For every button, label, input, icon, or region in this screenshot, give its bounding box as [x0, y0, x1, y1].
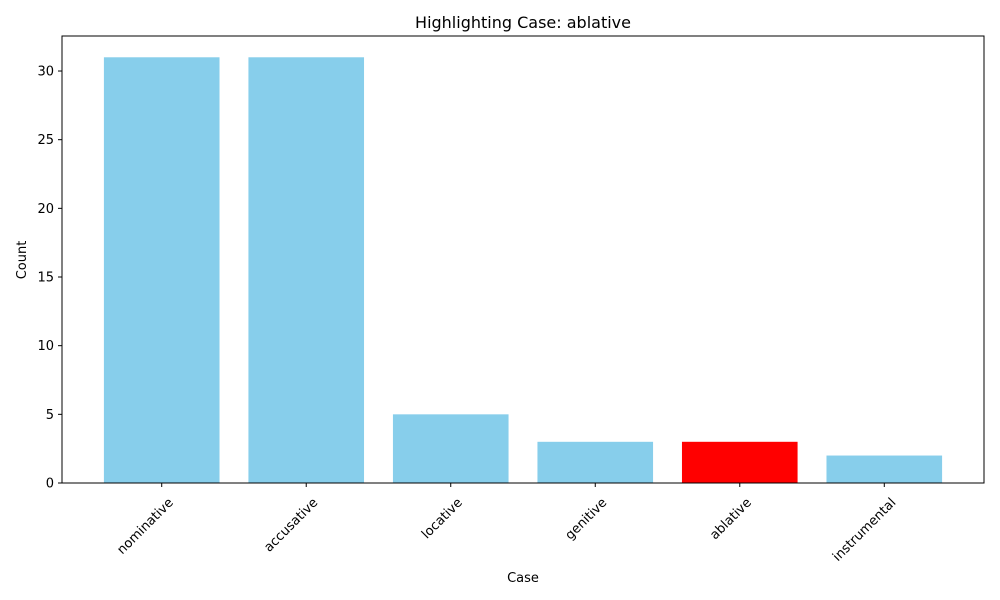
- bar-locative: [393, 414, 509, 483]
- bar-genitive: [537, 442, 653, 483]
- y-tick-label: 20: [37, 202, 54, 217]
- y-tick-label: 30: [37, 65, 54, 80]
- y-axis: 0 5 10 15 20 25 30: [37, 65, 62, 492]
- x-tick-label-instrumental: instrumental: [830, 495, 899, 564]
- chart-title: Highlighting Case: ablative: [415, 13, 631, 32]
- bars-group: [104, 57, 942, 483]
- x-axis-label: Case: [507, 571, 539, 586]
- x-tick-label-locative: locative: [419, 495, 466, 542]
- y-tick-label: 0: [46, 477, 54, 492]
- y-tick-label: 25: [37, 133, 54, 148]
- x-tick-label-ablative: ablative: [707, 495, 755, 543]
- bar-instrumental: [826, 456, 942, 483]
- x-axis: nominative accusative locative genitive abla…: [114, 483, 899, 565]
- x-tick-label-genitive: genitive: [563, 495, 611, 543]
- y-tick-label: 15: [37, 271, 54, 286]
- y-axis-label: Count: [15, 241, 30, 280]
- bar-ablative: [682, 442, 798, 483]
- bar-nominative: [104, 57, 220, 483]
- x-tick-label-nominative: nominative: [114, 495, 176, 557]
- y-tick-label: 5: [46, 408, 54, 423]
- x-tick-label-accusative: accusative: [261, 495, 321, 555]
- bar-accusative: [248, 57, 364, 483]
- y-tick-label: 10: [37, 339, 54, 354]
